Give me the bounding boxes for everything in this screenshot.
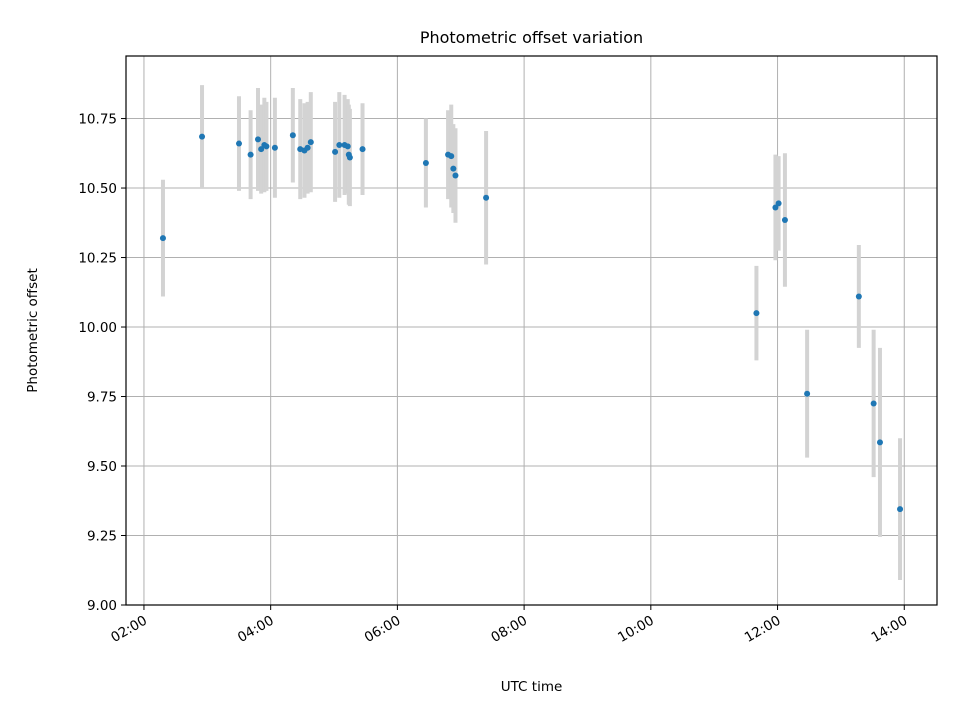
data-point <box>263 143 270 150</box>
data-point <box>332 148 339 155</box>
data-point <box>897 506 904 513</box>
data-point <box>775 200 782 207</box>
data-point <box>855 293 862 300</box>
data-point <box>870 400 877 407</box>
data-point <box>753 310 760 317</box>
data-point <box>450 165 457 172</box>
y-tick-label: 9.50 <box>87 459 117 475</box>
y-tick-label: 10.00 <box>78 320 117 336</box>
data-point <box>199 133 206 140</box>
data-point <box>344 143 351 150</box>
data-point <box>422 160 429 167</box>
data-point <box>289 132 296 139</box>
data-point <box>247 151 254 158</box>
data-point <box>307 139 314 146</box>
y-tick-label: 10.50 <box>78 181 117 197</box>
data-point <box>159 235 166 242</box>
x-axis-label: UTC time <box>501 679 563 695</box>
data-point <box>304 144 311 151</box>
data-point <box>781 217 788 224</box>
data-point <box>448 153 455 160</box>
data-point <box>346 154 353 161</box>
data-point <box>483 194 490 201</box>
data-point <box>254 136 261 143</box>
data-point <box>235 140 242 147</box>
data-point <box>258 146 265 153</box>
data-point <box>452 172 459 179</box>
y-axis-label: Photometric offset <box>25 268 41 392</box>
chart-title: Photometric offset variation <box>420 28 643 47</box>
y-tick-label: 9.00 <box>87 598 117 614</box>
y-tick-label: 9.25 <box>87 529 117 545</box>
data-point <box>336 141 343 148</box>
data-point <box>271 144 278 151</box>
data-point <box>772 204 779 211</box>
y-tick-label: 9.75 <box>87 390 117 406</box>
plot-frame <box>125 55 938 606</box>
y-tick-label: 10.25 <box>78 251 117 267</box>
data-point <box>876 439 883 446</box>
point-layer <box>159 132 904 513</box>
data-point <box>804 390 811 397</box>
y-tick-label: 10.75 <box>78 112 117 128</box>
data-point <box>359 146 366 153</box>
